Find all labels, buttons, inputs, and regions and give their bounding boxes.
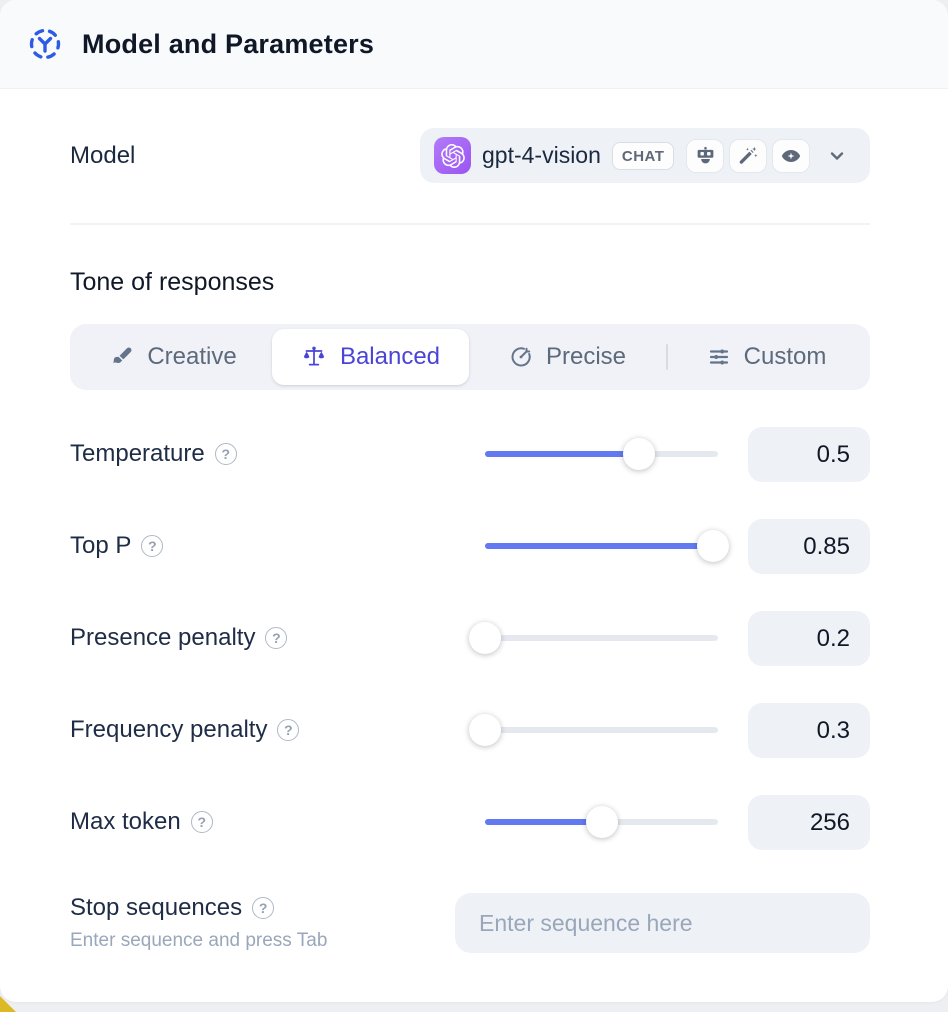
panel-header: Model and Parameters [0, 0, 948, 89]
help-icon[interactable] [190, 811, 213, 833]
temperature-slider[interactable] [485, 437, 718, 471]
model-hub-icon [26, 25, 64, 63]
slider-thumb[interactable] [622, 438, 655, 470]
stop-sequences-input[interactable] [455, 893, 870, 953]
chat-mode-badge: CHAT [611, 141, 675, 170]
stop-sequences-label: Stop sequences [70, 894, 243, 921]
slider-thumb[interactable] [585, 806, 618, 838]
openai-logo-icon [434, 137, 471, 174]
paintbrush-icon [110, 345, 134, 369]
top-p-label: Top P [70, 532, 132, 559]
model-row: Model gpt-4-vision CHAT [70, 128, 870, 183]
target-icon [509, 345, 533, 369]
slider-track [485, 543, 718, 549]
frequency-penalty-slider[interactable] [469, 713, 718, 747]
tab-label: Balanced [339, 343, 441, 370]
presence-penalty-value[interactable]: 0.2 [748, 610, 870, 666]
temperature-value[interactable]: 0.5 [748, 426, 870, 482]
tone-heading: Tone of responses [70, 268, 275, 296]
tab-balanced[interactable]: Balanced [272, 329, 469, 385]
top-p-slider[interactable] [485, 529, 730, 563]
tab-precise[interactable]: Precise [469, 329, 666, 385]
frequency-penalty-row: Frequency penalty 0.3 [70, 684, 870, 776]
top-p-value[interactable]: 0.85 [748, 518, 870, 574]
slider-thumb[interactable] [469, 622, 501, 654]
help-icon[interactable] [265, 627, 288, 649]
section-divider [70, 223, 870, 225]
temperature-label: Temperature [70, 440, 205, 467]
help-icon[interactable] [252, 897, 275, 919]
model-name: gpt-4-vision [482, 142, 601, 168]
stop-sequences-hint: Enter sequence and press Tab [70, 930, 328, 951]
slider-thumb[interactable] [697, 530, 730, 562]
robot-icon [686, 138, 725, 173]
tab-separator [666, 344, 668, 370]
max-token-row: Max token 256 [70, 776, 870, 868]
temperature-row: Temperature 0.5 [70, 408, 870, 500]
tab-label: Creative [147, 343, 237, 370]
tab-label: Precise [545, 343, 627, 370]
help-icon[interactable] [141, 535, 164, 557]
slider-track [485, 727, 718, 733]
presence-penalty-label: Presence penalty [70, 624, 256, 651]
model-label: Model [70, 141, 136, 169]
tab-label: Custom [743, 343, 827, 370]
sliders-icon [707, 345, 731, 369]
presence-penalty-row: Presence penalty 0.2 [70, 592, 870, 684]
help-icon[interactable] [277, 719, 300, 741]
magic-wand-icon [729, 138, 768, 173]
model-selector[interactable]: gpt-4-vision CHAT [420, 128, 870, 183]
frequency-penalty-label: Frequency penalty [70, 716, 268, 743]
tone-tabs: Creative Balanced [70, 324, 870, 390]
top-p-row: Top P 0.85 [70, 500, 870, 592]
tab-creative[interactable]: Creative [75, 329, 272, 385]
capability-chips [686, 138, 811, 173]
presence-penalty-slider[interactable] [469, 621, 718, 655]
max-token-label: Max token [70, 808, 181, 835]
slider-thumb[interactable] [469, 714, 501, 746]
help-icon[interactable] [214, 443, 237, 465]
slider-track [485, 635, 718, 641]
eye-icon [772, 138, 811, 173]
slider-track [485, 451, 718, 457]
balance-scale-icon [301, 344, 327, 370]
tab-custom[interactable]: Custom [668, 329, 865, 385]
chevron-down-icon[interactable] [827, 146, 847, 166]
stop-sequences-row: Stop sequences Enter sequence and press … [70, 893, 870, 953]
panel-title: Model and Parameters [82, 28, 375, 59]
frequency-penalty-value[interactable]: 0.3 [748, 702, 870, 758]
max-token-slider[interactable] [485, 805, 718, 839]
parameters-list: Temperature 0.5 Top P 0.85 [70, 408, 870, 868]
max-token-value[interactable]: 256 [748, 794, 870, 850]
